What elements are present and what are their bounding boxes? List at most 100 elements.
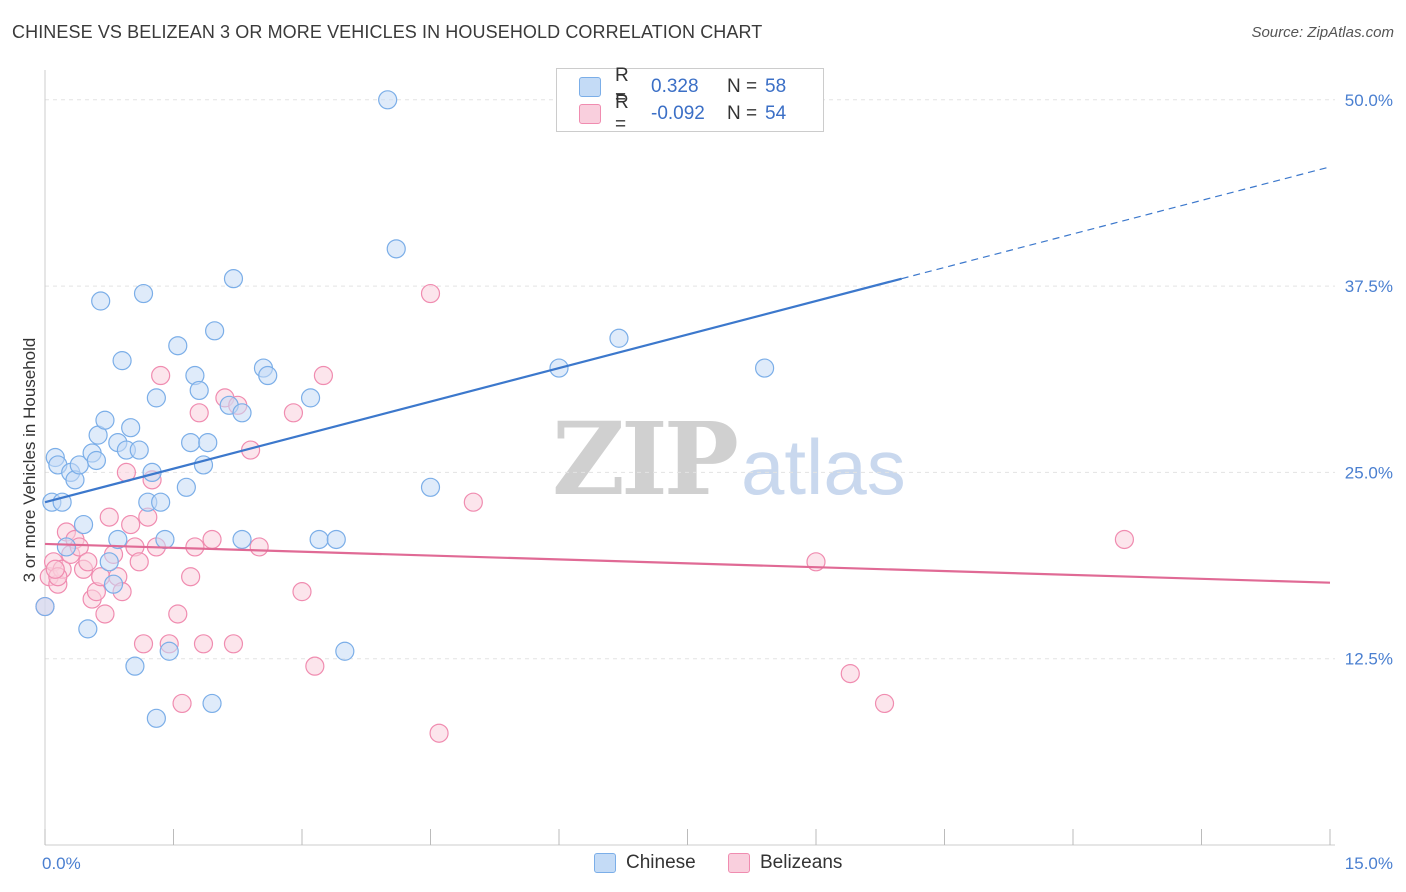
legend-swatch-belizeans xyxy=(579,104,601,124)
data-point-belizeans xyxy=(133,634,154,654)
data-point-belizeans xyxy=(874,693,895,714)
legend-r-label: R = xyxy=(615,92,629,135)
data-point-chinese xyxy=(205,321,225,341)
series-legend-belizeans: Belizeans xyxy=(728,852,842,874)
data-point-chinese xyxy=(56,537,77,557)
data-point-belizeans xyxy=(95,604,115,624)
chart-title: CHINESE VS BELIZEAN 3 OR MORE VEHICLES I… xyxy=(12,22,763,42)
data-point-chinese xyxy=(232,403,252,423)
data-point-belizeans xyxy=(429,723,449,743)
data-point-belizeans xyxy=(283,403,304,423)
data-point-belizeans xyxy=(168,604,188,624)
data-point-belizeans xyxy=(202,529,222,550)
data-point-belizeans xyxy=(172,693,192,714)
data-point-belizeans xyxy=(313,365,334,386)
data-point-chinese xyxy=(146,708,166,728)
data-point-belizeans xyxy=(45,559,65,579)
data-point-chinese xyxy=(125,656,145,676)
watermark-atlas: atlas xyxy=(740,423,906,511)
data-point-chinese xyxy=(309,529,329,550)
data-point-belizeans xyxy=(189,403,209,423)
trend-line-chinese xyxy=(44,277,902,504)
legend-row-belizeans: R = -0.092 N = 54 xyxy=(579,92,787,135)
watermark: ZIPatlas xyxy=(552,400,906,518)
data-point-chinese xyxy=(52,492,72,512)
data-point-belizeans xyxy=(99,507,119,527)
watermark-zip: ZIP xyxy=(552,400,739,518)
legend-n-label: N = xyxy=(727,76,758,97)
data-point-belizeans xyxy=(185,537,205,557)
trend-line-extension-chinese xyxy=(901,166,1331,280)
data-point-chinese xyxy=(91,291,111,311)
data-point-belizeans xyxy=(463,492,483,512)
x-tick-label: 0.0% xyxy=(42,854,81,873)
legend-r-value: 0.328 xyxy=(651,76,699,97)
series-swatch-chinese xyxy=(594,853,616,873)
data-point-chinese xyxy=(223,269,244,289)
data-point-belizeans xyxy=(420,283,441,304)
data-point-chinese xyxy=(133,283,154,304)
data-point-chinese xyxy=(121,418,141,438)
data-point-chinese xyxy=(159,641,179,661)
data-point-chinese xyxy=(335,641,355,661)
chart-source: Source: ZipAtlas.com xyxy=(1251,24,1394,41)
data-point-belizeans xyxy=(840,664,860,684)
data-point-chinese xyxy=(258,365,278,386)
data-point-belizeans xyxy=(292,582,312,602)
legend-n-label: N = xyxy=(727,103,758,124)
data-point-belizeans xyxy=(151,365,171,386)
data-point-belizeans xyxy=(223,634,244,654)
data-point-chinese xyxy=(189,380,209,401)
data-point-chinese xyxy=(155,529,175,550)
data-point-chinese xyxy=(378,90,398,110)
x-tick-label: 15.0% xyxy=(1345,854,1393,873)
data-point-chinese xyxy=(232,529,252,550)
data-point-chinese xyxy=(78,619,98,639)
y-tick-label: 50.0% xyxy=(1345,91,1393,110)
data-point-belizeans xyxy=(193,634,214,654)
data-point-chinese xyxy=(168,336,188,356)
data-point-belizeans xyxy=(1114,529,1135,550)
series-legend-chinese: Chinese xyxy=(594,852,696,874)
y-tick-label: 37.5% xyxy=(1345,277,1393,296)
data-point-chinese xyxy=(609,328,629,348)
legend-row-chinese: R = 0.328 N = 58 xyxy=(579,65,787,108)
legend-swatch-chinese xyxy=(579,77,601,97)
data-point-chinese xyxy=(95,410,115,430)
trend-line-belizeans xyxy=(44,542,1331,584)
y-axis-label: 3 or more Vehicles in Household xyxy=(20,337,39,583)
data-point-chinese xyxy=(73,514,94,535)
y-tick-label: 12.5% xyxy=(1345,650,1393,669)
data-point-belizeans xyxy=(249,537,269,557)
data-point-chinese xyxy=(112,351,132,371)
data-point-chinese xyxy=(754,358,775,378)
data-point-chinese xyxy=(176,477,196,497)
series-label-belizeans: Belizeans xyxy=(760,852,843,873)
data-point-chinese xyxy=(86,450,107,471)
data-point-chinese xyxy=(146,388,166,408)
data-point-chinese xyxy=(151,492,171,512)
data-point-chinese xyxy=(300,388,321,408)
data-point-chinese xyxy=(202,693,222,714)
series-label-chinese: Chinese xyxy=(626,852,696,873)
legend-n-value: 54 xyxy=(765,103,787,124)
series-swatch-belizeans xyxy=(728,853,750,873)
data-point-chinese xyxy=(99,552,119,572)
y-tick-label: 25.0% xyxy=(1345,463,1393,482)
data-point-belizeans xyxy=(121,514,141,535)
data-point-chinese xyxy=(35,596,55,617)
data-point-chinese xyxy=(326,529,346,550)
data-point-belizeans xyxy=(78,552,98,572)
legend-r-label: R = xyxy=(615,65,629,108)
data-point-chinese xyxy=(103,574,124,594)
data-point-chinese xyxy=(108,529,128,550)
data-point-chinese xyxy=(181,432,201,453)
legend-n-value: 58 xyxy=(765,76,787,97)
data-point-chinese xyxy=(198,432,218,453)
data-point-chinese xyxy=(129,440,149,460)
data-point-belizeans xyxy=(129,552,149,572)
data-point-belizeans xyxy=(181,567,201,587)
series-legend: Chinese Belizeans xyxy=(0,850,1406,878)
correlation-legend: R = 0.328 N = 58 R = -0.092 N = 54 xyxy=(556,65,824,135)
